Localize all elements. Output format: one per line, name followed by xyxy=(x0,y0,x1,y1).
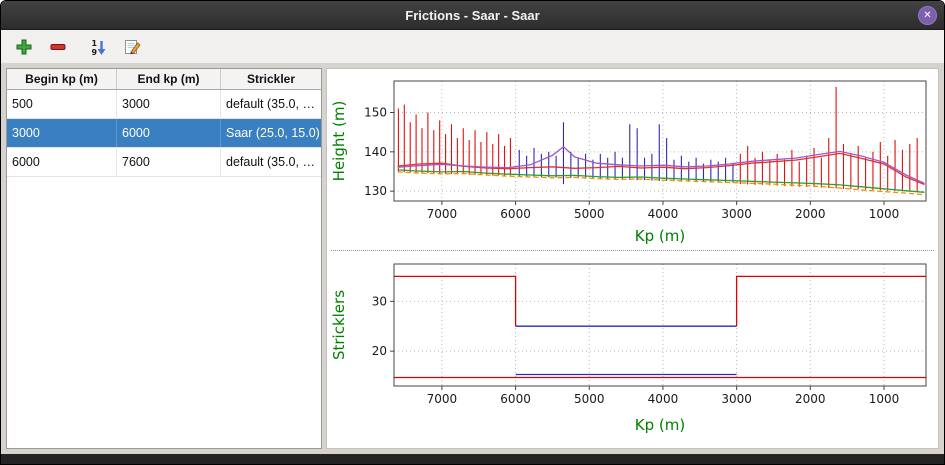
frictions-table: Begin kp (m) End kp (m) Strickler 500 3000 d… xyxy=(6,68,322,449)
sort-descending-icon: 1 9 xyxy=(92,39,106,56)
table-cell[interactable]: 500 xyxy=(7,90,117,118)
svg-text:2000: 2000 xyxy=(795,392,826,406)
svg-text:130: 130 xyxy=(364,184,387,198)
column-header-1[interactable]: End kp (m) xyxy=(117,69,221,89)
edit-pencil-icon xyxy=(125,39,141,54)
svg-text:1000: 1000 xyxy=(869,207,900,221)
table-cell[interactable]: 6000 xyxy=(7,148,117,176)
data-series xyxy=(394,275,926,379)
svg-text:9: 9 xyxy=(92,48,98,56)
chart-splitter-handle[interactable] xyxy=(327,247,938,254)
plus-icon xyxy=(16,39,32,54)
table-cell[interactable]: Saar (25.0, 15.0) xyxy=(226,126,320,140)
svg-text:7000: 7000 xyxy=(427,392,458,406)
axes: 7000 6000 5000 4000 3000 2000 1000 130 140 150 xyxy=(364,80,927,221)
svg-text:5000: 5000 xyxy=(574,207,605,221)
svg-text:6000: 6000 xyxy=(500,207,531,221)
height-profile-chart: 7000 6000 5000 4000 3000 2000 1000130140150Kp … xyxy=(330,80,927,245)
svg-text:3000: 3000 xyxy=(721,207,752,221)
svg-text:5000: 5000 xyxy=(574,392,605,406)
close-button[interactable]: ✕ xyxy=(918,6,937,25)
svg-text:4000: 4000 xyxy=(648,207,679,221)
window-bottom-edge xyxy=(1,454,944,464)
table-row-2[interactable]: 6000 7600 default (35.0, … xyxy=(7,148,321,177)
table-row-1[interactable]: 3000 6000 Saar (25.0, 15.0) xyxy=(7,119,321,148)
spike-lines xyxy=(397,86,918,192)
svg-text:Height (m): Height (m) xyxy=(330,101,348,182)
svg-text:20: 20 xyxy=(372,344,387,358)
svg-text:1: 1 xyxy=(92,39,98,48)
table-cell[interactable]: 6000 xyxy=(117,119,221,147)
edit-row-button[interactable] xyxy=(119,34,145,60)
svg-text:2000: 2000 xyxy=(795,207,826,221)
column-header-2[interactable]: Strickler xyxy=(246,72,296,86)
svg-text:7000: 7000 xyxy=(427,207,458,221)
charts-panel: 7000 6000 5000 4000 3000 2000 1000 130 140 150 Kp … xyxy=(326,68,939,449)
main-content: Begin kp (m) End kp (m) Strickler 500 3000 d… xyxy=(1,63,944,454)
axis-labels: Kp (m) Stricklers xyxy=(330,290,685,434)
titlebar[interactable]: Frictions - Saar - Saar ✕ xyxy=(1,1,944,30)
sort-rows-button[interactable]: 1 9 xyxy=(85,34,111,60)
svg-text:Kp (m): Kp (m) xyxy=(635,227,685,245)
table-cell[interactable]: default (35.0, … xyxy=(226,97,315,111)
axes: 7000 6000 5000 4000 3000 2000 1000 20 30 xyxy=(372,263,927,406)
window-title: Frictions - Saar - Saar xyxy=(405,7,540,23)
svg-text:4000: 4000 xyxy=(648,392,679,406)
grid xyxy=(394,81,926,201)
toolbar: 1 9 xyxy=(1,30,944,63)
table-body: 500 3000 default (35.0, … 3000 6000 Saar (25.… xyxy=(7,90,321,448)
svg-text:150: 150 xyxy=(364,105,387,119)
svg-text:3000: 3000 xyxy=(721,392,752,406)
svg-text:1000: 1000 xyxy=(869,392,900,406)
table-cell[interactable]: 7600 xyxy=(117,148,221,176)
stricklers-chart: 7000 6000 5000 4000 3000 2000 1000 20 30 Kp (m) St… xyxy=(330,263,927,434)
svg-text:6000: 6000 xyxy=(500,392,531,406)
add-row-button[interactable] xyxy=(11,34,37,60)
minus-icon xyxy=(50,43,66,50)
axis-labels: Kp (m) Height (m) xyxy=(330,101,685,245)
column-header-0[interactable]: Begin kp (m) xyxy=(7,69,117,89)
remove-row-button[interactable] xyxy=(45,34,71,60)
table-cell[interactable]: 3000 xyxy=(117,90,221,118)
close-icon: ✕ xyxy=(923,9,932,21)
svg-text:30: 30 xyxy=(372,294,387,308)
svg-text:Kp (m): Kp (m) xyxy=(635,416,685,434)
svg-text:Stricklers: Stricklers xyxy=(330,290,348,360)
grid xyxy=(394,264,926,386)
table-cell[interactable]: 3000 xyxy=(7,119,117,147)
table-header-row: Begin kp (m) End kp (m) Strickler xyxy=(7,69,321,90)
table-cell[interactable]: default (35.0, … xyxy=(226,155,315,169)
table-row-0[interactable]: 500 3000 default (35.0, … xyxy=(7,90,321,119)
data-series xyxy=(397,145,925,196)
svg-text:140: 140 xyxy=(364,145,387,159)
